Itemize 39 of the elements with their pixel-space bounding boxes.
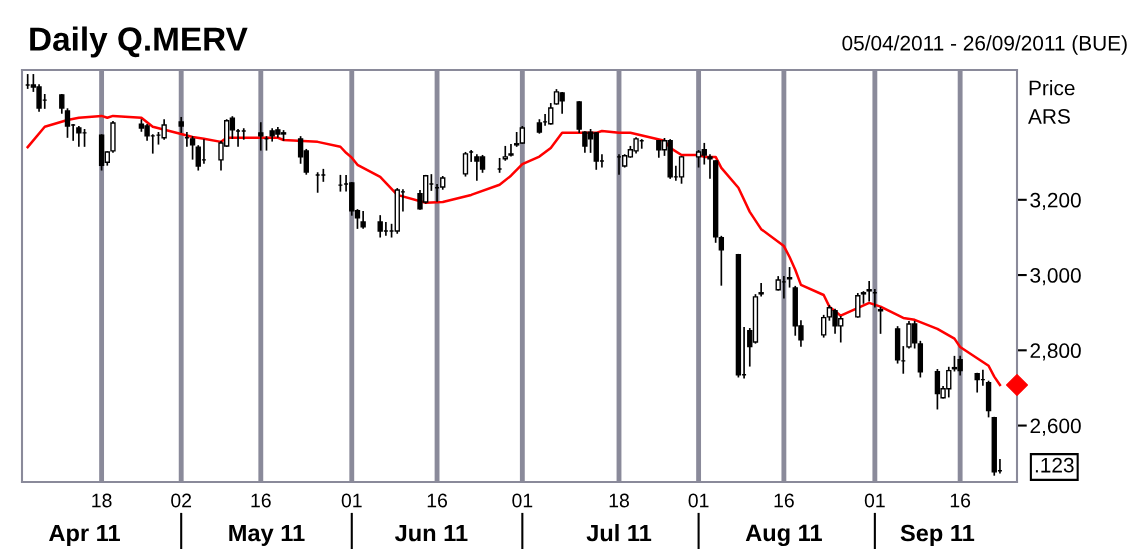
chart-subtitle: 05/04/2011 - 26/09/2011 (BUE) <box>842 35 1127 55</box>
candlestick <box>866 280 872 302</box>
x2-tick-label: Sep 11 <box>900 524 975 547</box>
x-tick-label: 01 <box>688 493 709 508</box>
x-tick-label: 16 <box>774 493 794 508</box>
candlestick <box>707 154 713 179</box>
x2-tick-label: Apr 11 <box>49 524 120 547</box>
candlestick <box>502 145 508 161</box>
candlestick <box>678 156 685 184</box>
y-axis-title: Price ARS <box>1028 80 1075 124</box>
candlestick <box>64 108 71 138</box>
candlestick <box>258 122 264 151</box>
x-tick-label: 18 <box>609 493 629 508</box>
x-tick-label: 16 <box>427 493 448 508</box>
candlestick <box>59 93 65 114</box>
x-tick-label: 16 <box>950 493 971 508</box>
x-tick-label: 16 <box>251 493 271 508</box>
y-tick-label: 2,600 <box>1030 418 1081 436</box>
x-tick-label: 01 <box>341 493 362 508</box>
candlestick <box>508 144 514 157</box>
x2-tick-label: Jul 11 <box>586 524 652 542</box>
x2-tick-label: Aug 11 <box>745 524 822 547</box>
x2-tick-label: Jun 11 <box>394 524 468 542</box>
candlestick <box>189 136 196 160</box>
candlestick <box>462 151 469 177</box>
x-tick-label: 01 <box>864 493 885 508</box>
x-tick-label: 01 <box>512 493 533 508</box>
chart-title: Daily Q.MERV <box>30 26 248 58</box>
x-tick-label: 02 <box>171 493 192 508</box>
candlestick <box>718 235 725 286</box>
candlestick <box>786 267 793 288</box>
y-tick-label: 2,800 <box>1030 343 1081 361</box>
x2-tick-label: May 11 <box>229 524 305 547</box>
x-tick-label: 18 <box>92 493 112 508</box>
candlestick <box>855 293 861 318</box>
candlestick <box>758 282 764 297</box>
y-tick-label: 3,200 <box>1030 192 1081 211</box>
y-tick-label: 3,000 <box>1030 268 1081 286</box>
text: .123 <box>1035 457 1074 473</box>
